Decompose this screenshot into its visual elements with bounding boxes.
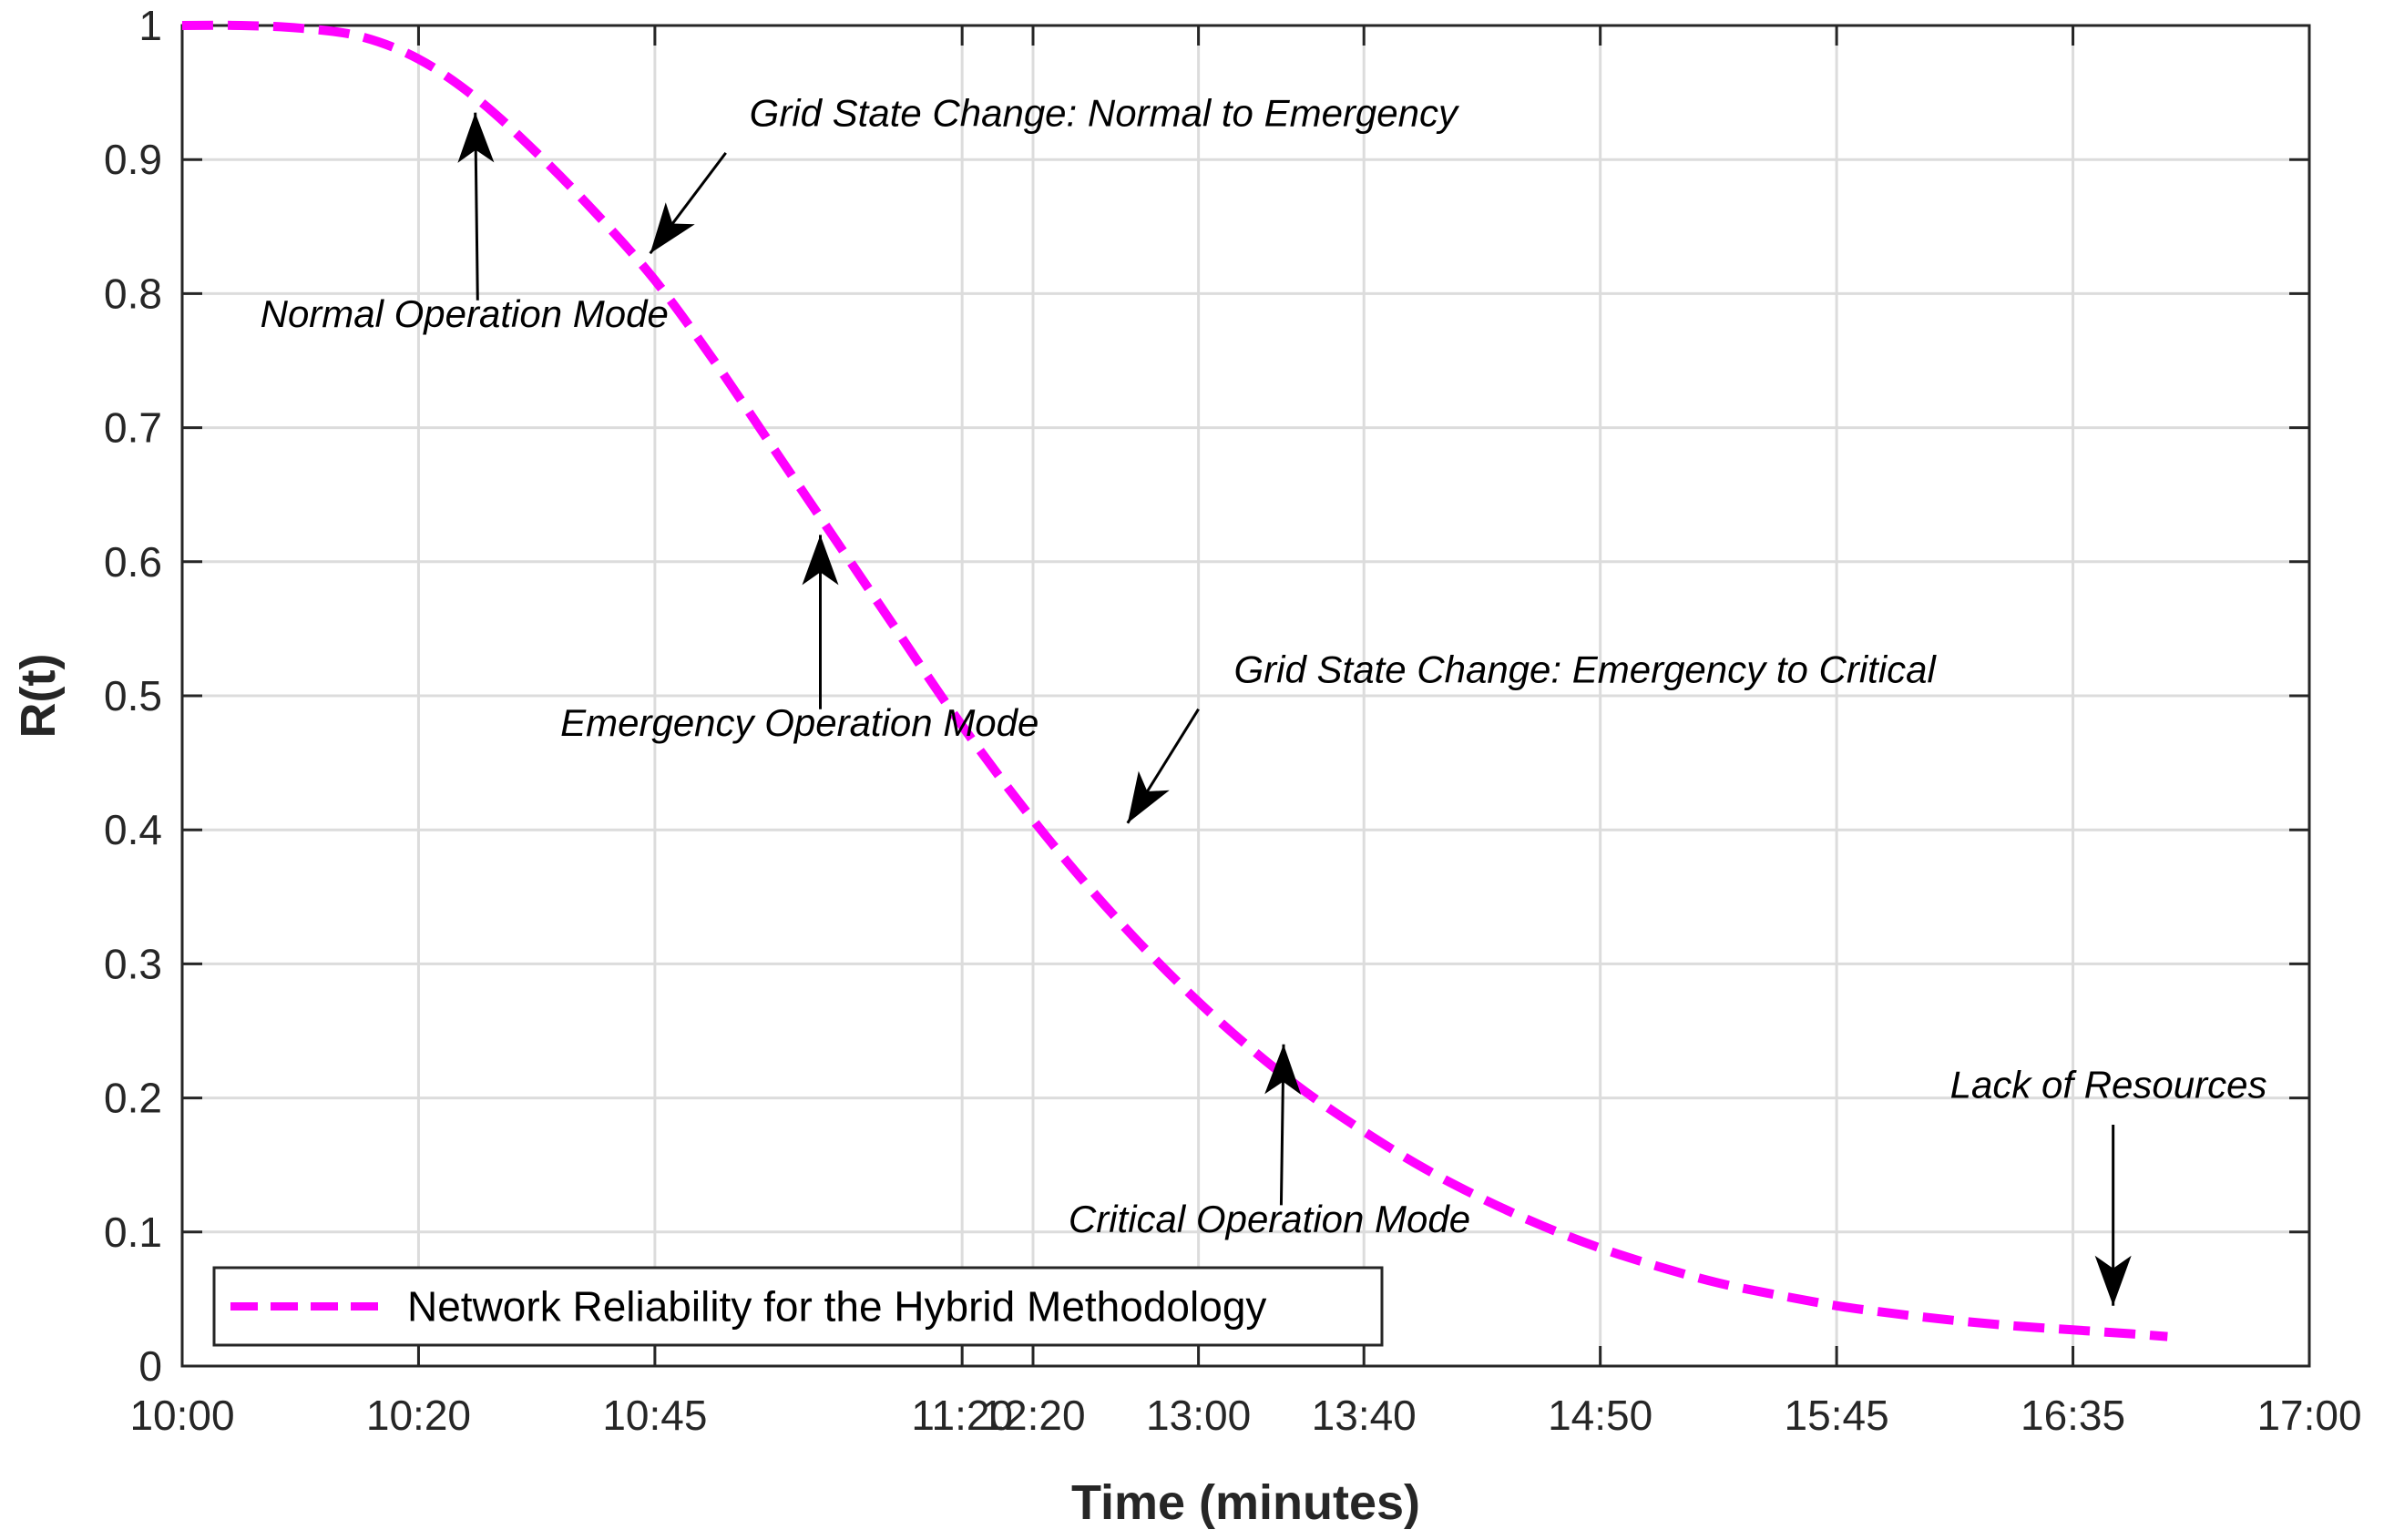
axis-ticks: 0 0.1 0.2 0.3 0.4 0.5 0.6 0.7 0.8 0.9 1 10:00 10:20 1… xyxy=(104,2,2362,1439)
annotation-arrowhead xyxy=(457,112,495,163)
y-tick-label: 0.8 xyxy=(104,270,162,317)
annotation-text: Emergency Operation Mode xyxy=(560,701,1039,744)
annotation-arrowhead xyxy=(1264,1044,1302,1096)
legend-box xyxy=(212,1266,1384,1347)
x-tick-label: 16:35 xyxy=(2021,1392,2125,1439)
annotation-text: Grid State Change: Emergency to Critical xyxy=(1234,648,1938,690)
y-tick-label: 0.6 xyxy=(104,538,162,586)
x-tick-label: 10:45 xyxy=(602,1392,707,1439)
x-tick-label: 10:20 xyxy=(366,1392,471,1439)
y-tick-label: 0.2 xyxy=(104,1075,162,1122)
y-tick-label: 0.5 xyxy=(104,672,162,719)
annotations: Grid State Change: Normal to Emergency No… xyxy=(261,91,2267,1306)
y-tick-label: 1 xyxy=(138,2,162,49)
x-tick-label: 13:00 xyxy=(1146,1392,1251,1439)
x-axis-label: Time (minutes) xyxy=(1071,1475,1420,1530)
y-tick-label: 0.1 xyxy=(104,1209,162,1256)
x-tick-label: 17:00 xyxy=(2256,1392,2361,1439)
series-line xyxy=(181,20,2168,1341)
legend-label: Network Reliability for the Hybrid Metho… xyxy=(407,1283,1266,1331)
x-tick-label: 12:20 xyxy=(980,1392,1085,1439)
annotation-arrowhead xyxy=(1127,770,1170,823)
y-tick-label: 0 xyxy=(138,1342,162,1390)
x-tick-label: 15:45 xyxy=(1785,1392,1889,1439)
annotation-arrowhead xyxy=(650,202,695,254)
x-tick-label: 11:20 xyxy=(911,1392,1013,1439)
y-axis-label: R(t) xyxy=(11,654,66,739)
annotation-text: Normal Operation Mode xyxy=(261,292,669,335)
annotation-text: Critical Operation Mode xyxy=(1069,1198,1470,1240)
x-tick-label: 10:00 xyxy=(129,1392,234,1439)
legend: Network Reliability for the Hybrid Metho… xyxy=(212,1266,1384,1347)
y-tick-label: 0.7 xyxy=(104,404,162,452)
y-tick-label: 0.9 xyxy=(104,136,162,183)
y-tick-label: 0.4 xyxy=(104,806,162,853)
y-tick-label: 0.3 xyxy=(104,940,162,987)
annotation-text: Grid State Change: Normal to Emergency xyxy=(750,91,1460,134)
series-layer xyxy=(181,20,2168,1341)
x-tick-label: 14:50 xyxy=(1548,1392,1652,1439)
annotation-text: Lack of Resources xyxy=(1950,1064,2267,1107)
annotation-arrowhead xyxy=(2094,1255,2132,1306)
x-tick-label: 13:40 xyxy=(1312,1392,1417,1439)
grid-lines xyxy=(180,24,2311,1368)
annotation-arrowhead xyxy=(802,535,839,586)
